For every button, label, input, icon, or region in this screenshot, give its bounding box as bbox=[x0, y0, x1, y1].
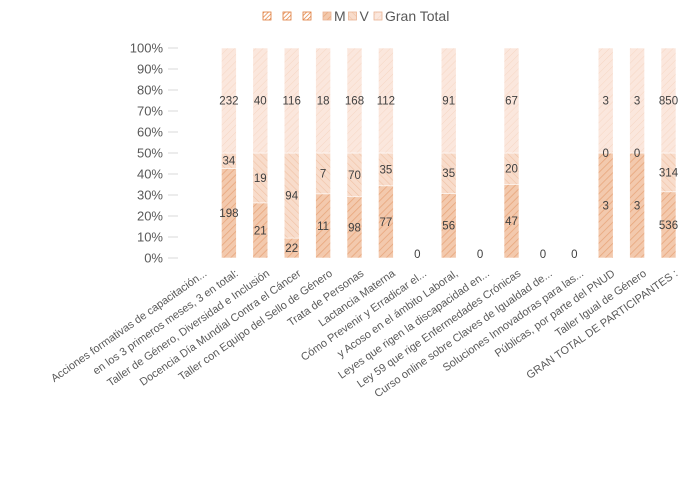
data-label: 34 bbox=[223, 156, 236, 168]
y-axis: 0% 10% 20% 30% 40% 50% 60% 70% 80% 90% 100% bbox=[130, 41, 178, 266]
legend-swatch-1 bbox=[262, 11, 272, 21]
data-label: 98 bbox=[348, 222, 361, 234]
data-label: 198 bbox=[219, 208, 238, 220]
data-label: 0 bbox=[634, 148, 640, 160]
bar-segment bbox=[629, 47, 645, 154]
chart-legend: M V Gran Total bbox=[262, 8, 449, 24]
data-label: 35 bbox=[380, 164, 393, 176]
bar-segment bbox=[346, 47, 363, 154]
y-tick-label: 70% bbox=[137, 104, 163, 119]
data-label: 0 bbox=[602, 148, 608, 160]
data-label: 3 bbox=[634, 96, 640, 108]
legend-swatch-6 bbox=[373, 11, 383, 21]
bar-segment bbox=[440, 47, 457, 154]
data-label: 22 bbox=[285, 243, 298, 255]
data-label: 3 bbox=[602, 96, 608, 108]
data-label: 21 bbox=[254, 225, 267, 237]
data-label: 77 bbox=[380, 217, 393, 229]
data-label: 3 bbox=[634, 201, 640, 213]
data-label: 112 bbox=[377, 96, 395, 108]
y-tick-label: 80% bbox=[137, 83, 163, 98]
bar-segment bbox=[378, 47, 394, 154]
y-tick-label: 20% bbox=[137, 209, 163, 224]
data-label: 47 bbox=[505, 216, 518, 228]
y-tick-label: 0% bbox=[144, 251, 163, 266]
bar-segment bbox=[283, 47, 300, 154]
data-label: 18 bbox=[317, 96, 330, 108]
y-tick-label: 90% bbox=[137, 62, 163, 77]
legend-label-4: M bbox=[334, 8, 346, 24]
y-tick-label: 50% bbox=[137, 146, 163, 161]
data-label: 3 bbox=[602, 201, 608, 213]
legend-swatch-3 bbox=[302, 11, 312, 21]
legend-swatch-2 bbox=[282, 11, 292, 21]
y-tick-label: 40% bbox=[137, 167, 163, 182]
data-label: 850 bbox=[659, 96, 678, 108]
legend-swatch-5 bbox=[348, 11, 357, 21]
data-label: 94 bbox=[285, 191, 298, 203]
legend-swatch-4 bbox=[322, 11, 332, 21]
data-label: 0 bbox=[571, 249, 577, 261]
bar-segment bbox=[221, 47, 237, 154]
data-label: 7 bbox=[320, 168, 326, 180]
data-label: 536 bbox=[659, 220, 678, 232]
bar-segment bbox=[503, 47, 520, 154]
legend-label-6: Gran Total bbox=[385, 8, 449, 24]
bar-series: 198 34 232 21 19 40 22 94 116 11 7 18 98 70 168 77 35 112… bbox=[219, 47, 679, 261]
data-label: 11 bbox=[317, 221, 329, 233]
data-label: 314 bbox=[659, 167, 679, 179]
legend-label-5: V bbox=[360, 8, 370, 24]
data-label: 20 bbox=[505, 164, 518, 176]
data-label: 70 bbox=[348, 170, 361, 182]
data-label: 116 bbox=[283, 96, 301, 108]
bar-segment bbox=[660, 47, 677, 154]
bar-segment bbox=[315, 47, 331, 154]
data-label: 40 bbox=[254, 96, 267, 108]
data-label: 67 bbox=[505, 96, 518, 108]
data-label: 0 bbox=[477, 249, 483, 261]
data-label: 232 bbox=[219, 96, 238, 108]
data-label: 19 bbox=[254, 173, 267, 185]
bar-segment bbox=[597, 47, 614, 154]
data-label: 168 bbox=[345, 96, 364, 108]
y-tick-label: 60% bbox=[137, 125, 163, 140]
bar-segment bbox=[252, 47, 269, 154]
data-label: 56 bbox=[442, 221, 455, 233]
data-label: 0 bbox=[414, 249, 420, 261]
data-label: 35 bbox=[442, 168, 455, 180]
y-tick-label: 100% bbox=[130, 41, 164, 56]
data-label: 0 bbox=[540, 249, 546, 261]
data-label: 91 bbox=[442, 96, 455, 108]
x-axis: Acciones formativas de capacitación...en… bbox=[49, 267, 680, 400]
y-tick-label: 10% bbox=[137, 230, 163, 245]
y-tick-label: 30% bbox=[137, 188, 163, 203]
